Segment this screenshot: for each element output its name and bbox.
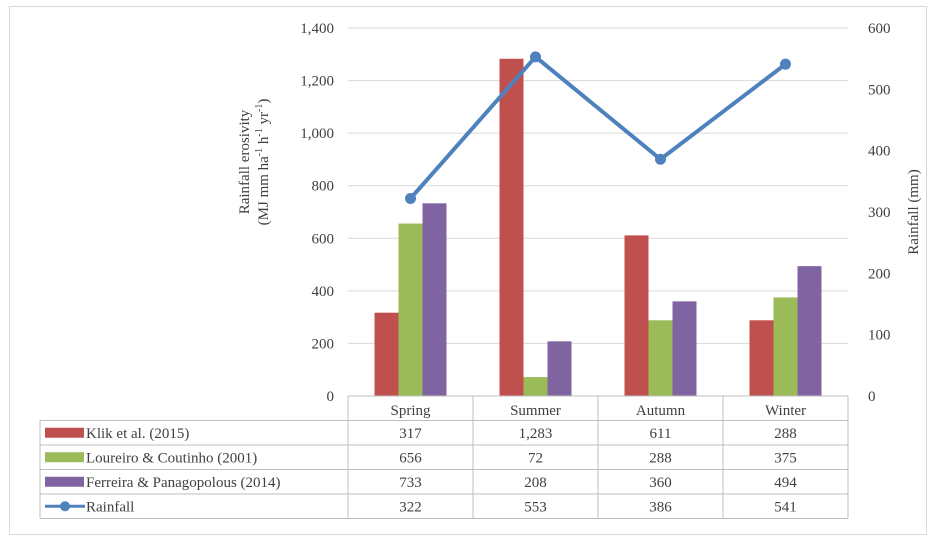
bar-2-3 <box>797 266 822 396</box>
bar-1-0 <box>398 223 423 396</box>
legend-key <box>45 452 84 463</box>
legend-label: Klik et al. (2015) <box>86 426 189 442</box>
table-cell: 656 <box>399 450 422 466</box>
left-axis-ticks: 0 200 400 600 800 1,000 1,200 1,400 <box>300 21 334 405</box>
table-cell: 208 <box>524 475 547 491</box>
table-cell: 541 <box>774 499 797 515</box>
bar-0-2 <box>624 235 649 396</box>
table-cell: 288 <box>649 450 672 466</box>
left-tick-label: 600 <box>312 231 335 247</box>
table-cell: 611 <box>650 426 672 442</box>
table-cell: 733 <box>399 475 422 491</box>
table-cell: 386 <box>649 499 672 515</box>
right-tick-label: 200 <box>868 266 891 282</box>
legend-label: Loureiro & Coutinho (2001) <box>86 450 257 466</box>
bar-1-1 <box>523 377 548 396</box>
bar-0-0 <box>374 312 399 396</box>
rainfall-point-3 <box>780 58 791 70</box>
table-cell: 494 <box>774 475 797 491</box>
category-label: Spring <box>390 403 431 419</box>
bar-0-1 <box>499 58 524 397</box>
bar-1-2 <box>648 320 673 396</box>
rainfall-point-0 <box>405 193 416 205</box>
right-tick-label: 0 <box>868 389 876 405</box>
right-tick-label: 100 <box>868 328 891 344</box>
rainfall-point-2 <box>655 153 666 165</box>
table-cell: 375 <box>774 450 797 466</box>
left-tick-label: 1,000 <box>300 126 334 142</box>
table-cell: 360 <box>649 475 672 491</box>
rainfall-polyline <box>409 54 787 200</box>
left-tick-label: 0 <box>327 389 335 405</box>
right-tick-label: 300 <box>868 205 891 221</box>
rainfall-point-1 <box>530 51 541 63</box>
left-axis-label: Rainfall erosivity (MJ mm ha-1 h-1 yr-1) <box>237 99 272 226</box>
category-label: Autumn <box>636 403 686 419</box>
right-tick-label: 500 <box>868 82 891 98</box>
legend-key <box>45 476 84 487</box>
left-tick-label: 1,400 <box>300 21 334 37</box>
bar-2-0 <box>422 203 447 396</box>
legend-key <box>45 427 84 438</box>
bar-2-1 <box>547 341 572 396</box>
table-cell: 322 <box>399 499 422 515</box>
left-axis-title: Rainfall erosivity <box>237 109 253 214</box>
legend-key-marker <box>60 501 70 512</box>
left-tick-label: 800 <box>312 179 335 195</box>
table-cell: 288 <box>774 426 797 442</box>
left-tick-label: 400 <box>312 284 335 300</box>
bars <box>374 58 822 397</box>
table-cell: 72 <box>528 450 543 466</box>
category-label: Winter <box>765 403 806 419</box>
table-cell: 553 <box>524 499 547 515</box>
legend-label: Ferreira & Panagopolous (2014) <box>86 475 281 491</box>
left-axis-unit: (MJ mm ha-1 h-1 yr-1) <box>254 99 272 226</box>
left-tick-label: 200 <box>312 336 335 352</box>
bar-2-2 <box>672 301 697 396</box>
table-cell: 317 <box>399 426 422 442</box>
right-axis-ticks: 0 100 200 300 400 500 600 <box>868 21 891 405</box>
right-tick-label: 400 <box>868 144 891 160</box>
bar-1-3 <box>773 297 798 396</box>
right-tick-label: 600 <box>868 21 891 37</box>
chart-frame <box>9 6 927 535</box>
data-table: Spring Summer Autumn Winter Klik et al. (201… <box>39 395 849 519</box>
left-tick-label: 1,200 <box>300 74 334 90</box>
table-cell: 1,283 <box>519 426 553 442</box>
legend-label: Rainfall <box>86 499 134 515</box>
rainfall-line <box>405 51 791 205</box>
bar-0-3 <box>749 320 774 396</box>
right-axis-title: Rainfall (mm) <box>906 169 922 254</box>
category-label: Summer <box>510 403 561 419</box>
